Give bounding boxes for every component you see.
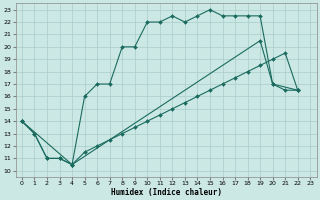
X-axis label: Humidex (Indice chaleur): Humidex (Indice chaleur) (111, 188, 221, 197)
